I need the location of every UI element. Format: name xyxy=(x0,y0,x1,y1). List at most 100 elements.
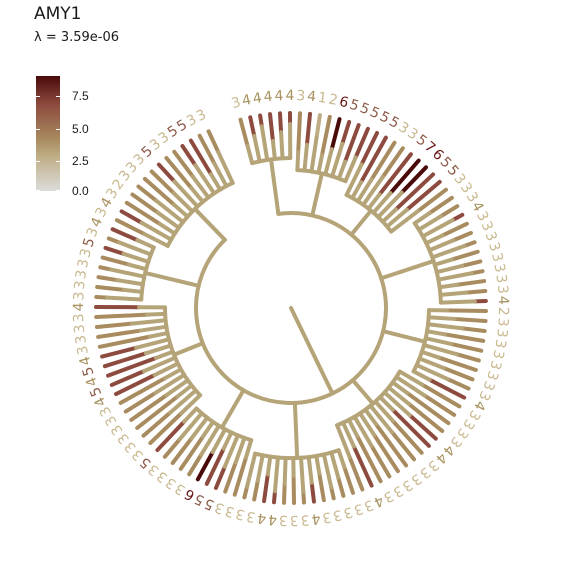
tip-branch xyxy=(344,467,353,493)
tip-branch xyxy=(250,117,254,136)
tip-branch xyxy=(98,277,117,280)
internal-branch xyxy=(247,454,255,487)
tip-branch xyxy=(102,348,136,357)
internal-branch xyxy=(248,146,253,163)
tip-branch xyxy=(402,167,426,192)
internal-branch xyxy=(351,211,371,235)
tip-label: 1 xyxy=(317,90,328,107)
internal-branch xyxy=(339,162,345,179)
tip-label: 3 xyxy=(492,273,509,284)
internal-branch xyxy=(246,440,251,457)
tip-branch xyxy=(322,117,330,155)
internal-branch xyxy=(262,126,267,160)
tip-label: 4 xyxy=(274,88,284,104)
tip-branch xyxy=(98,331,141,337)
tip-branch xyxy=(457,281,484,285)
tip-label: 4 xyxy=(267,511,277,528)
internal-branch xyxy=(309,457,312,483)
internal-branch xyxy=(422,352,439,358)
internal-branch xyxy=(304,145,307,171)
tip-branch xyxy=(447,310,486,311)
tip-branch xyxy=(317,115,320,138)
tip-label: 3 xyxy=(493,328,510,339)
tip-branch xyxy=(264,474,268,501)
internal-branch xyxy=(254,136,259,161)
tip-branch xyxy=(280,113,281,132)
internal-branch xyxy=(441,301,475,302)
tip-label: 3 xyxy=(490,262,507,274)
tip-branch xyxy=(127,203,160,224)
tip-label: 4 xyxy=(252,90,263,107)
tip-label: 3 xyxy=(300,511,310,528)
internal-branch xyxy=(427,331,445,334)
tip-label: 3 xyxy=(73,269,90,280)
internal-branch xyxy=(156,352,173,358)
internal-branch xyxy=(437,266,462,272)
tip-branch xyxy=(189,455,201,475)
tip-branch xyxy=(97,287,124,290)
tip-label: 4 xyxy=(241,92,253,110)
internal-branch xyxy=(150,333,168,337)
internal-branch xyxy=(258,455,263,481)
tip-label: 3 xyxy=(71,291,87,301)
tip-branch xyxy=(462,328,485,331)
tip-branch xyxy=(457,354,479,360)
tip-branch xyxy=(209,131,219,152)
tip-branch xyxy=(383,148,403,177)
tip-branch xyxy=(181,437,203,469)
tip-label: 3 xyxy=(321,508,332,525)
internal-branch xyxy=(271,159,278,214)
internal-branch xyxy=(285,458,286,484)
internal-branch xyxy=(268,457,270,475)
internal-branch xyxy=(339,450,345,467)
tip-label: 3 xyxy=(73,334,90,345)
tip-branch xyxy=(270,114,273,141)
tip-branch xyxy=(96,315,147,317)
internal-branch xyxy=(107,298,141,300)
tip-branch xyxy=(466,291,485,293)
internal-branch xyxy=(426,235,442,243)
internal-branch xyxy=(428,324,462,328)
internal-branch xyxy=(415,213,430,223)
internal-branch xyxy=(383,331,425,341)
tip-branch xyxy=(113,229,138,240)
tip-label: 3 xyxy=(71,313,87,323)
tip-label: 3 xyxy=(72,280,89,291)
tip-label: 4 xyxy=(311,510,322,527)
internal-branch xyxy=(124,290,142,292)
tip-branch xyxy=(216,467,225,488)
internal-branch xyxy=(438,273,471,279)
tip-label: 3 xyxy=(494,284,511,294)
tip-branch xyxy=(97,324,132,327)
tip-label: 2 xyxy=(495,307,511,316)
internal-branch xyxy=(147,314,165,315)
tip-branch xyxy=(332,119,340,149)
tip-branch xyxy=(103,258,129,265)
internal-branch xyxy=(440,285,458,287)
internal-branch xyxy=(316,456,319,474)
tip-branch xyxy=(453,233,471,240)
internal-branch xyxy=(137,240,153,247)
internal-branch xyxy=(195,165,214,193)
tip-label: 3 xyxy=(72,323,89,333)
tip-branch xyxy=(451,344,481,351)
tip-branch xyxy=(418,190,446,211)
internal-branch xyxy=(297,152,298,170)
tip-branch xyxy=(241,120,248,146)
internal-branch xyxy=(224,432,232,448)
tip-branch xyxy=(254,481,258,500)
internal-branch xyxy=(311,138,316,172)
internal-branch xyxy=(117,280,143,284)
internal-branch xyxy=(426,338,451,344)
tip-branch xyxy=(338,478,343,496)
internal-branch xyxy=(381,261,433,278)
tip-label: 3 xyxy=(331,506,343,524)
internal-branch xyxy=(435,260,452,265)
tip-label: 3 xyxy=(75,344,92,356)
tip-branch xyxy=(342,122,349,144)
tip-branch xyxy=(455,319,486,321)
internal-branch xyxy=(325,149,331,174)
internal-branch xyxy=(129,265,146,270)
internal-branch xyxy=(273,141,275,159)
tip-branch xyxy=(284,484,285,503)
